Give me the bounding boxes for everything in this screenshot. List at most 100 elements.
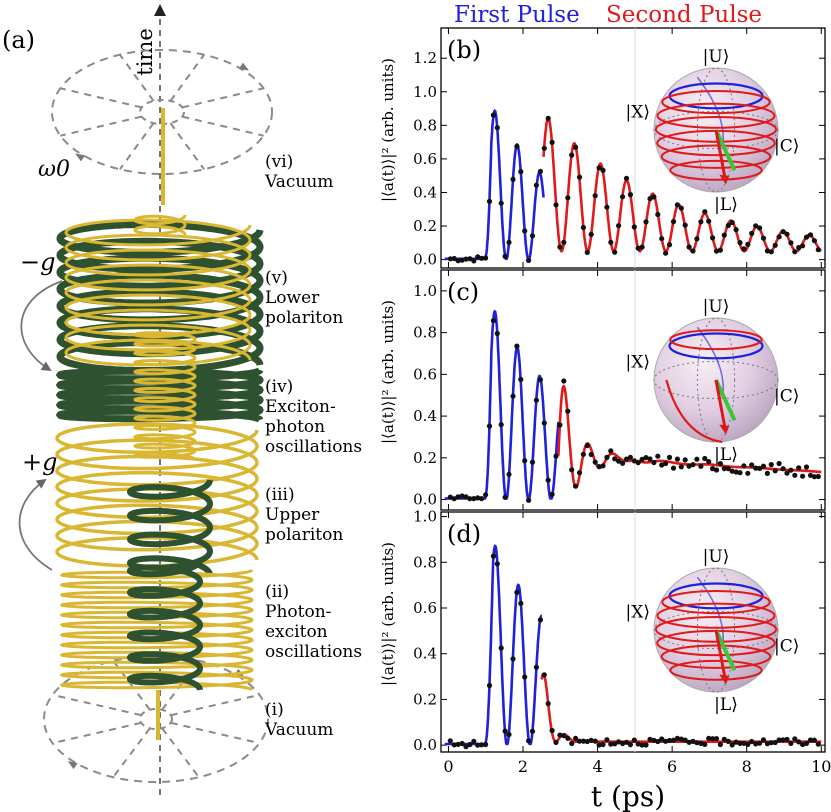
legend-first-pulse: First Pulse bbox=[454, 2, 580, 28]
y-tick-label: 1.2 bbox=[413, 49, 437, 67]
sphere-meridian bbox=[696, 317, 736, 443]
data-point bbox=[647, 196, 653, 202]
data-point bbox=[522, 458, 528, 464]
data-point bbox=[682, 737, 688, 743]
plus-g-arrow bbox=[18, 478, 53, 571]
data-point bbox=[784, 736, 790, 743]
sphere-meridian bbox=[696, 67, 736, 193]
data-point bbox=[721, 232, 727, 238]
data-point bbox=[776, 460, 782, 467]
panel-c: 0.0 0.2 0.4 0.6 0.8 1.0 |⟨a(t)⟩|² (arb. units)… bbox=[379, 269, 826, 511]
data-point bbox=[549, 727, 555, 734]
data-point bbox=[510, 176, 516, 182]
data-point bbox=[803, 740, 810, 747]
y-axis-label: |⟨a(t)⟩|² (arb. units) bbox=[379, 58, 397, 202]
time-axis-label: time bbox=[133, 28, 157, 76]
data-point bbox=[467, 741, 473, 748]
data-point bbox=[803, 234, 810, 240]
y-tick-label: 0.4 bbox=[413, 183, 437, 201]
data-point bbox=[811, 737, 818, 743]
data-point bbox=[757, 740, 763, 746]
data-point bbox=[674, 735, 681, 742]
data-point bbox=[713, 736, 720, 742]
data-point bbox=[698, 463, 704, 469]
data-point bbox=[659, 736, 665, 742]
data-point bbox=[455, 741, 461, 748]
data-point bbox=[483, 741, 489, 748]
panel-label: (b) bbox=[447, 36, 481, 64]
sphere-label-left: |X⟩ bbox=[626, 103, 650, 123]
data-point bbox=[772, 739, 778, 746]
data-point bbox=[635, 741, 641, 747]
data-point bbox=[565, 735, 571, 741]
data-point bbox=[616, 458, 622, 464]
data-point bbox=[537, 617, 544, 623]
data-point bbox=[608, 239, 614, 245]
data-point bbox=[768, 249, 774, 255]
data-point bbox=[717, 461, 724, 467]
panel-d: 0.0 0.2 0.4 0.6 0.8 1.0 0 2 4 6 8 10 |⟨a(t)⟩|² (arb.… bbox=[379, 508, 831, 776]
data-point bbox=[694, 740, 700, 746]
disk-spoke bbox=[169, 122, 205, 170]
data-point bbox=[553, 202, 559, 208]
data-point bbox=[643, 219, 649, 225]
data-point bbox=[502, 728, 508, 734]
data-point bbox=[631, 737, 637, 743]
data-point bbox=[580, 451, 587, 457]
data-point bbox=[717, 741, 724, 748]
data-point bbox=[710, 736, 716, 742]
x-tick-label: 2 bbox=[518, 757, 528, 776]
data-point bbox=[522, 228, 528, 234]
x-tick-label: 6 bbox=[667, 757, 677, 776]
minus-g-arrow bbox=[20, 280, 63, 372]
state-vector-head bbox=[719, 674, 730, 685]
helix-exciton-photon-green bbox=[55, 367, 264, 423]
y-axis-label: |⟨a(t)⟩|² (arb. units) bbox=[379, 542, 397, 686]
data-point bbox=[557, 244, 563, 250]
y-tick-label: 0.0 bbox=[413, 491, 437, 509]
data-point bbox=[588, 737, 594, 743]
data-point bbox=[569, 467, 575, 473]
data-point bbox=[596, 165, 602, 171]
data-point bbox=[506, 731, 512, 738]
data-point bbox=[760, 737, 767, 743]
data-point bbox=[510, 393, 516, 399]
stage-label: (v) Lower polariton bbox=[265, 268, 343, 328]
data-point bbox=[608, 741, 614, 747]
data-point bbox=[533, 664, 540, 670]
y-tick-label: 0.6 bbox=[413, 150, 437, 168]
series-first-pulse bbox=[444, 309, 560, 500]
data-point bbox=[800, 473, 806, 479]
data-point bbox=[604, 737, 610, 743]
disk-spoke bbox=[112, 660, 151, 711]
sphere-label-right: |C⟩ bbox=[774, 137, 799, 157]
data-point bbox=[479, 255, 485, 261]
state-vector-red bbox=[714, 379, 727, 430]
data-point bbox=[494, 125, 500, 131]
data-point bbox=[612, 456, 618, 462]
data-point bbox=[780, 229, 786, 235]
data-point bbox=[467, 496, 473, 502]
data-point bbox=[753, 465, 759, 471]
data-point bbox=[463, 744, 469, 750]
sphere-label-left: |X⟩ bbox=[626, 353, 650, 373]
disk-spoke bbox=[161, 660, 200, 711]
data-point bbox=[686, 463, 692, 469]
data-point bbox=[620, 194, 626, 200]
data-point bbox=[686, 739, 692, 745]
data-point bbox=[733, 469, 739, 475]
data-point bbox=[451, 255, 457, 262]
panel-b: 0.0 0.2 0.4 0.6 0.8 1.0 1.2 |⟨a(t)⟩|² (arb. uni… bbox=[379, 27, 826, 269]
disk-spoke bbox=[52, 693, 142, 717]
data-point bbox=[639, 742, 645, 748]
data-point bbox=[576, 174, 583, 180]
data-point bbox=[631, 458, 637, 464]
y-tick-label: 1.0 bbox=[413, 83, 437, 101]
data-point bbox=[510, 656, 516, 662]
helix-exciton-photon-yellow bbox=[132, 329, 197, 461]
data-point bbox=[490, 318, 496, 324]
data-point bbox=[674, 202, 681, 208]
helix-vacuum-top bbox=[133, 214, 187, 236]
data-point bbox=[518, 600, 524, 607]
data-point bbox=[678, 464, 684, 470]
